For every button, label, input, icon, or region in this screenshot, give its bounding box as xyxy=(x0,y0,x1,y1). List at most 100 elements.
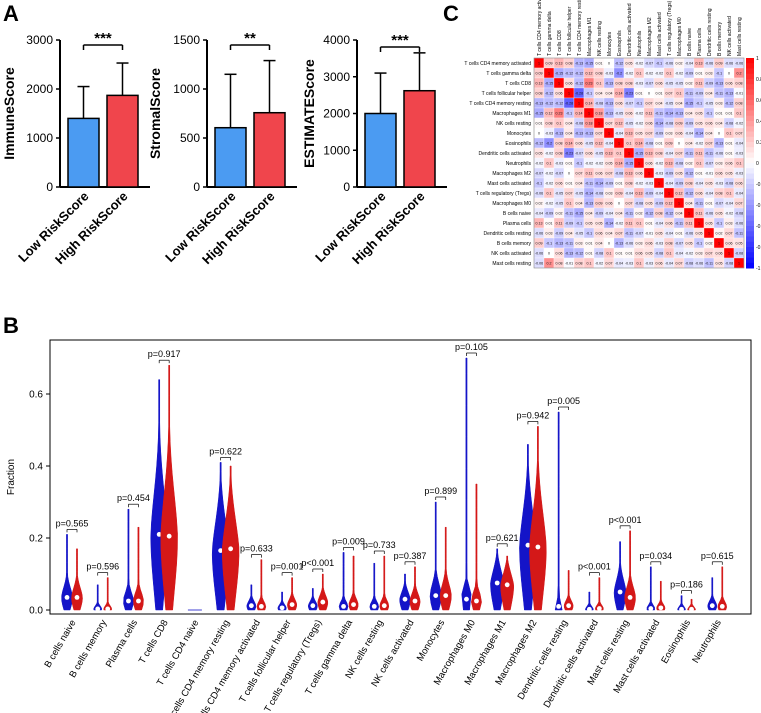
pvalue-label: p=0.633 xyxy=(240,544,273,554)
heatmap-cell-value: 0.06 xyxy=(646,122,653,126)
pvalue-label: p=0.009 xyxy=(332,536,365,546)
bar-high-riskscore xyxy=(253,111,286,188)
heatmap-cell-value: 0.06 xyxy=(636,252,643,256)
violin-low-median-dot xyxy=(341,604,346,609)
heatmap-cell-value: 0.05 xyxy=(636,132,643,136)
heatmap-cell-value: 0.02 xyxy=(536,202,543,206)
heatmap-cell-value: -0.13 xyxy=(585,132,593,136)
heatmap-cell-value: -0.11 xyxy=(705,152,713,156)
legend-color-step xyxy=(746,199,754,206)
heatmap-cell-value: 0.08 xyxy=(656,212,663,216)
heatmap-cell-value: 0.14 xyxy=(616,92,623,96)
heatmap-cell-value: 0.06 xyxy=(636,172,643,176)
heatmap-row-label: NK cells resting xyxy=(496,121,531,127)
heatmap-row-label: Monocytes xyxy=(507,131,532,137)
heatmap-cell-value: -0.09 xyxy=(695,92,703,96)
heatmap-cell-value: -0.03 xyxy=(655,242,663,246)
heatmap-cell-value: 0.13 xyxy=(646,152,653,156)
heatmap-cell-value: -0.04 xyxy=(615,132,623,136)
heatmap-cell-value: -0.11 xyxy=(705,262,713,266)
violin-high-median-dot xyxy=(658,605,664,611)
heatmap-cell-value: 0.04 xyxy=(576,182,583,186)
legend-tick-label: 0.2 xyxy=(756,140,761,146)
heatmap-cell-value: -0.04 xyxy=(625,192,633,196)
heatmap-column-label: T cells gamma delta xyxy=(547,11,553,56)
heatmap-cell-value: 1 xyxy=(628,152,630,156)
heatmap-cell-value: 0.02 xyxy=(686,82,693,86)
violin-high-median-dot xyxy=(412,598,418,604)
heatmap-cell-value: 0.06 xyxy=(556,92,563,96)
heatmap-cell-value: 0.08 xyxy=(626,82,633,86)
heatmap-cell-value: 0.01 xyxy=(676,232,683,236)
heatmap-cell-value: -0.09 xyxy=(595,212,603,216)
heatmap-row-label: B cells memory xyxy=(497,241,532,247)
heatmap-cell-value: -0.06 xyxy=(735,62,743,66)
heatmap-cell-value: 1 xyxy=(708,232,710,236)
heatmap-cell-value: 0.09 xyxy=(596,202,603,206)
heatmap-cell-value: -0.15 xyxy=(585,62,593,66)
heatmap-cell-value: -0.1 xyxy=(716,222,722,226)
legend-color-step xyxy=(746,241,754,248)
heatmap-cell-value: 0.02 xyxy=(686,162,693,166)
legend-color-step xyxy=(746,94,754,101)
heatmap-cell-value: 0.04 xyxy=(566,122,573,126)
heatmap-cell-value: 0.07 xyxy=(576,172,583,176)
heatmap-column-label: T cells regulatory (Tregs) xyxy=(667,0,673,56)
y-tick-label: 1000 xyxy=(323,143,350,157)
heatmap-column-label: Macrophages M2 xyxy=(647,17,653,56)
legend-color-step xyxy=(746,163,754,169)
heatmap-cell-value: -0.12 xyxy=(545,92,553,96)
x-category-label: Low RiskScore xyxy=(15,189,92,266)
x-category-label: Neutrophils xyxy=(690,618,724,665)
heatmap-cell-value: 0.07 xyxy=(736,202,743,206)
heatmap-cell-value: 0.06 xyxy=(716,252,723,256)
heatmap-cell-value: 0.06 xyxy=(556,252,563,256)
violin-low-median-dot xyxy=(371,604,377,609)
y-tick-label: 3000 xyxy=(323,70,350,84)
legend-color-step xyxy=(746,84,754,90)
heatmap-cell-value: -0.04 xyxy=(685,62,693,66)
legend-tick-label: -0.6 xyxy=(756,224,761,230)
legend-color-step xyxy=(746,236,754,243)
heatmap-cell-value: 0.1 xyxy=(567,202,572,206)
violin-high-median-dot xyxy=(566,603,572,609)
heatmap-cell-value: 0.14 xyxy=(576,112,583,116)
heatmap-cell-value: -0.15 xyxy=(555,72,563,76)
heatmap-cell-value: 0.01 xyxy=(626,252,633,256)
heatmap-cell-value: -0.1 xyxy=(636,102,642,106)
heatmap-row-label: T cells follicular helper xyxy=(482,91,532,97)
legend-tick-label: -0.2 xyxy=(756,182,761,188)
heatmap-cell-value: 0.06 xyxy=(606,202,613,206)
heatmap-cell-value: 0.03 xyxy=(546,232,553,236)
heatmap-cell-value: -0.02 xyxy=(635,112,643,116)
heatmap-cell-value: -0.08 xyxy=(595,102,603,106)
heatmap-cell-value: -0.11 xyxy=(625,232,633,236)
pvalue-label: p=0.621 xyxy=(486,533,519,543)
heatmap-cell-value: -0.08 xyxy=(665,122,673,126)
heatmap-column-label: B cells memory xyxy=(717,21,723,56)
violin-low-median-dot xyxy=(586,606,592,612)
heatmap-cell-value: 0.1 xyxy=(727,192,732,196)
heatmap-cell-value: -0.08 xyxy=(615,172,623,176)
heatmap-cell-value: -0.08 xyxy=(575,122,583,126)
x-category-label: T cells regulatory (Tregs) xyxy=(262,618,324,713)
heatmap-column-label: Macrophages M0 xyxy=(677,17,683,56)
heatmap-cell-value: -0.07 xyxy=(575,152,583,156)
violin-high-median-dot xyxy=(351,602,356,607)
heatmap-cell-value: -0.09 xyxy=(605,182,613,186)
heatmap-cell-value: -0.12 xyxy=(555,102,563,106)
heatmap-cell-value: 0.08 xyxy=(576,262,583,266)
heatmap-cell-value: -0.11 xyxy=(565,242,573,246)
violin-high-median-dot xyxy=(689,606,694,612)
heatmap-cell-value: 0 xyxy=(648,92,650,96)
violin-low-median-dot xyxy=(648,606,654,611)
heatmap-cell-value: -0.1 xyxy=(566,112,572,116)
heatmap-cell-value: -0.02 xyxy=(685,252,693,256)
heatmap-cell-value: -0.02 xyxy=(695,142,703,146)
heatmap-cell-value: 0.1 xyxy=(627,142,632,146)
pvalue-label: p=0.454 xyxy=(117,493,150,503)
estimate-score-bar-chart: 0 1000 2000 3000 4000 ESTIMATEScore Low RiskSc… xyxy=(301,32,447,267)
heatmap-cell-value: 0.06 xyxy=(676,132,683,136)
heatmap-cell-value: -0.04 xyxy=(605,142,613,146)
y-tick-label: 3000 xyxy=(26,33,53,47)
